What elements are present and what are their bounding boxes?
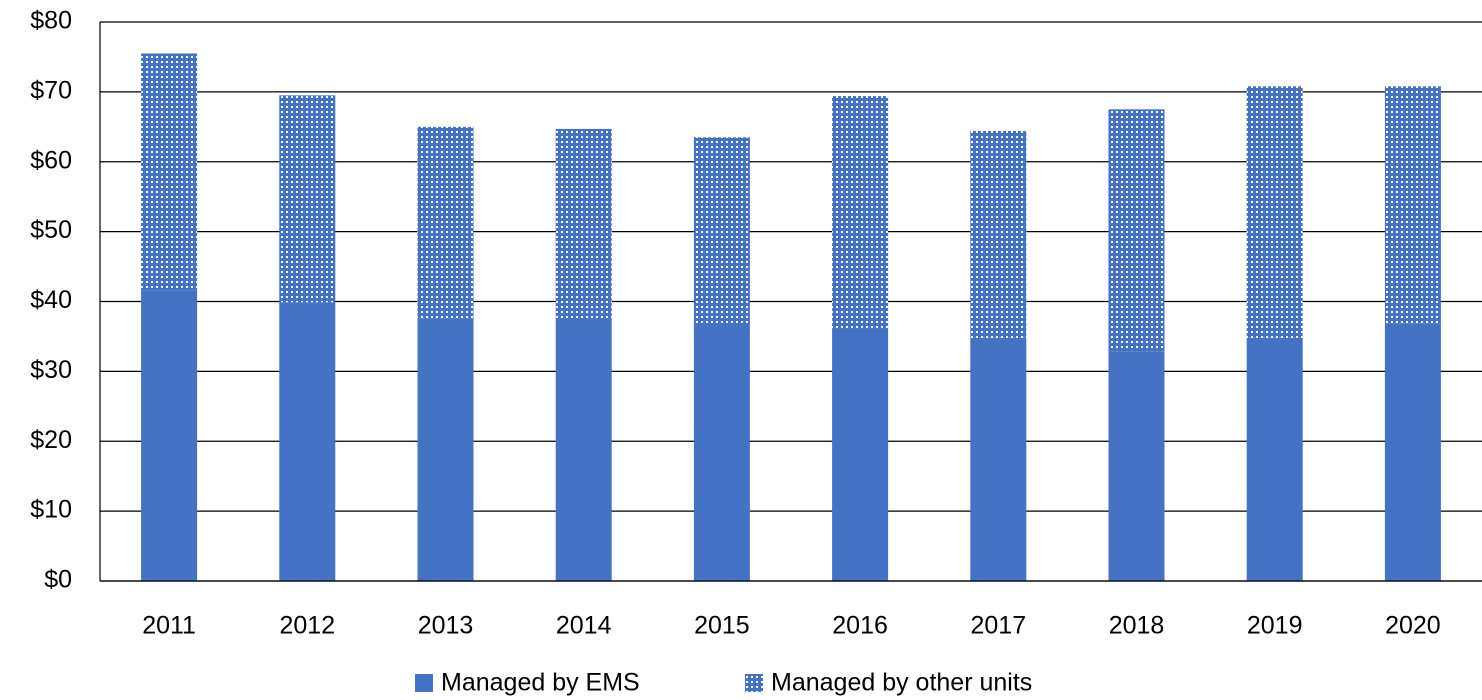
bar-segment	[693, 325, 750, 581]
bar-segment	[1246, 86, 1303, 338]
bar-segment	[279, 95, 336, 303]
x-tick-label: 2017	[970, 612, 1026, 640]
x-tick-label: 2014	[556, 612, 612, 640]
bar-segment	[832, 328, 889, 581]
y-tick-label: $70	[30, 76, 72, 104]
y-tick-label: $80	[30, 7, 72, 35]
x-tick-label: 2012	[279, 612, 335, 640]
y-tick-label: $50	[30, 216, 72, 244]
bar-segment	[832, 96, 889, 329]
legend-swatch	[415, 674, 433, 692]
y-tick-label: $0	[44, 566, 72, 594]
y-tick-label: $30	[30, 356, 72, 384]
y-tick-label: $60	[30, 146, 72, 174]
bar-segment	[417, 318, 474, 581]
bar-segment	[279, 302, 336, 581]
bar-segment	[970, 337, 1027, 581]
legend-label: Managed by EMS	[441, 669, 640, 697]
bar-segment	[555, 318, 612, 581]
x-tick-label: 2018	[1109, 612, 1165, 640]
bar-segment	[1108, 109, 1165, 352]
x-tick-label: 2019	[1247, 612, 1303, 640]
bar-segment	[141, 290, 198, 581]
legend-label: Managed by other units	[771, 669, 1032, 697]
x-tick-label: 2011	[142, 612, 196, 640]
x-tick-label: 2013	[418, 612, 474, 640]
bar-segment	[141, 53, 198, 291]
legend-swatch	[745, 674, 763, 692]
x-tick-label: 2020	[1385, 612, 1441, 640]
bar-segment	[970, 131, 1027, 338]
bar-segment	[1108, 351, 1165, 581]
bar-segment	[1246, 337, 1303, 581]
bar-segment	[417, 126, 474, 319]
x-tick-label: 2015	[694, 612, 750, 640]
x-tick-label: 2016	[832, 612, 888, 640]
y-tick-label: $10	[30, 496, 72, 524]
bar-segment	[1384, 323, 1441, 581]
bar-segment	[555, 128, 612, 319]
bar-segment	[1384, 86, 1441, 324]
y-tick-label: $40	[30, 286, 72, 314]
y-tick-label: $20	[30, 426, 72, 454]
bar-segment	[693, 137, 750, 326]
